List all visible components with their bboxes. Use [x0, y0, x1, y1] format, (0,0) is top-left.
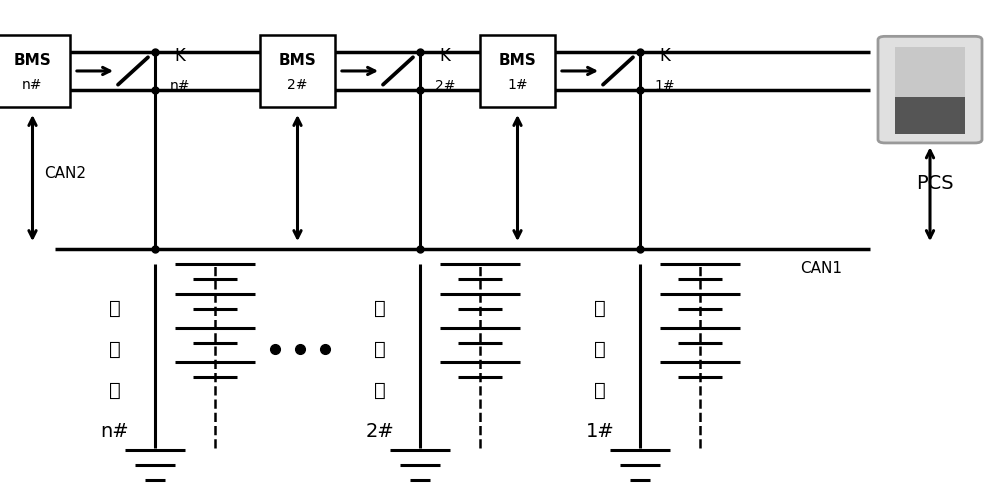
Text: K: K — [175, 47, 185, 65]
Text: 池: 池 — [594, 340, 606, 359]
FancyBboxPatch shape — [878, 36, 982, 143]
Bar — [260, 35, 335, 107]
Text: BMS: BMS — [279, 52, 316, 68]
Text: 2#: 2# — [435, 79, 455, 93]
Text: 池: 池 — [374, 340, 386, 359]
Text: n#: n# — [101, 422, 129, 441]
Bar — [480, 35, 555, 107]
Text: BMS: BMS — [14, 52, 51, 68]
Text: 组: 组 — [374, 381, 386, 400]
Text: n#: n# — [22, 78, 43, 92]
Bar — [895, 47, 965, 97]
Text: 1#: 1# — [586, 422, 614, 441]
Text: 2#: 2# — [366, 422, 394, 441]
Text: 组: 组 — [109, 381, 121, 400]
Text: 2#: 2# — [287, 78, 308, 92]
Text: CAN1: CAN1 — [800, 261, 842, 276]
Text: 1#: 1# — [655, 79, 675, 93]
Text: 组: 组 — [594, 381, 606, 400]
Text: 池: 池 — [109, 340, 121, 359]
Text: CAN2: CAN2 — [44, 165, 87, 181]
Text: PCS: PCS — [916, 174, 954, 193]
Text: L: L — [37, 61, 48, 80]
Text: 电: 电 — [594, 299, 606, 318]
Text: 电: 电 — [374, 299, 386, 318]
Bar — [895, 97, 965, 134]
Text: 电: 电 — [109, 299, 121, 318]
Text: K: K — [440, 47, 450, 65]
Text: K: K — [660, 47, 670, 65]
Text: n#: n# — [170, 79, 190, 93]
Text: 1#: 1# — [507, 78, 528, 92]
Text: BMS: BMS — [499, 52, 536, 68]
Bar — [0, 35, 70, 107]
